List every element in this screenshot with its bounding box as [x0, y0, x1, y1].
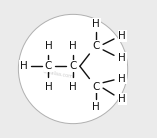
- Text: H: H: [69, 41, 77, 51]
- Text: C: C: [45, 61, 52, 71]
- Circle shape: [18, 14, 128, 124]
- Text: H: H: [118, 74, 126, 84]
- Text: H: H: [92, 19, 100, 29]
- Text: H: H: [92, 102, 100, 112]
- Text: H: H: [118, 94, 126, 104]
- Text: C: C: [93, 82, 100, 92]
- Text: H: H: [45, 41, 52, 51]
- Text: H: H: [45, 82, 52, 92]
- Text: C: C: [93, 41, 100, 51]
- Text: H: H: [118, 53, 126, 63]
- Text: H: H: [118, 31, 126, 41]
- Text: H: H: [69, 82, 77, 92]
- Text: C: C: [69, 61, 77, 71]
- Text: shaalaa.com: shaalaa.com: [42, 69, 74, 80]
- Text: H: H: [20, 61, 28, 71]
